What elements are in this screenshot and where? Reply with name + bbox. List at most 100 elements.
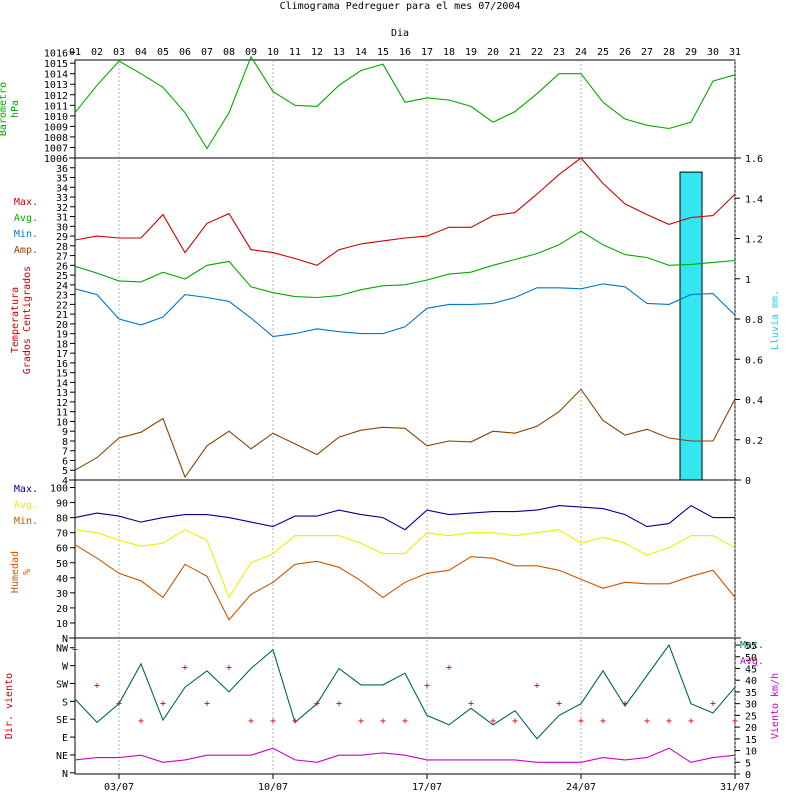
dia-label: Dia xyxy=(391,28,409,39)
wind-direction-marker: + xyxy=(72,645,78,656)
day-tick-label: 18 xyxy=(443,47,455,58)
temp-tick-label: 23 xyxy=(56,291,68,302)
wind-speed-tick-label: 20 xyxy=(745,723,757,734)
temp-tick-label: 17 xyxy=(56,349,68,360)
baro-tick-label: 1006 xyxy=(44,154,68,165)
wind-direction-marker: + xyxy=(116,698,122,709)
rain-tick-label: 0.6 xyxy=(745,355,763,366)
rain-tick-label: 1 xyxy=(745,275,751,286)
day-tick-label: 08 xyxy=(223,47,235,58)
svg-text:Barometro: Barometro xyxy=(0,82,9,136)
temp-tick-label: 15 xyxy=(56,369,68,380)
rain-tick-label: 1.2 xyxy=(745,235,763,246)
temp-tick-label: 26 xyxy=(56,261,68,272)
day-ticks: 01 02 03 04 05 06 07 08 09 10 11 12 13 14 15 16 17 18 19 20… xyxy=(69,47,741,58)
day-tick-label: 16 xyxy=(399,47,411,58)
pressure-line xyxy=(74,55,736,150)
temp-tick-label: 29 xyxy=(56,232,68,243)
humidity-legend-item: Max. xyxy=(14,484,38,495)
baro-tick-label: 1009 xyxy=(44,122,68,133)
temp-max-line xyxy=(74,157,736,266)
temp-tick-label: 27 xyxy=(56,252,68,263)
wind-direction-marker: + xyxy=(688,716,694,727)
date-tick-label: 17/07 xyxy=(412,782,442,793)
svg-text:Humedad: Humedad xyxy=(10,551,21,593)
day-tick-label: 20 xyxy=(487,47,499,58)
wind-dir-tick-label: NE xyxy=(56,751,68,762)
temp-tick-label: 36 xyxy=(56,164,68,175)
rain-tick-label: 1.6 xyxy=(745,154,763,165)
wind-direction-marker: + xyxy=(402,716,408,727)
temp-tick-label: 19 xyxy=(56,330,68,341)
day-tick-label: 13 xyxy=(333,47,345,58)
temp-tick-label: 20 xyxy=(56,320,68,331)
wind-direction-marker: + xyxy=(644,716,650,727)
wind-max-line xyxy=(74,643,736,740)
wind-direction-marker: + xyxy=(600,716,606,727)
temp-amp-line xyxy=(74,388,736,479)
rain-tick-label: 1.4 xyxy=(745,194,763,205)
wind-speed-tick-label: 40 xyxy=(745,676,757,687)
temp-avg-line xyxy=(74,230,736,299)
wind-direction-marker: + xyxy=(446,663,452,674)
wind-direction-marker: + xyxy=(578,716,584,727)
plot-frame xyxy=(74,59,736,775)
day-tick-label: 31 xyxy=(729,47,741,58)
day-tick-label: 06 xyxy=(179,47,191,58)
wind-direction-marker: + xyxy=(204,698,210,709)
day-tick-label: 28 xyxy=(663,47,675,58)
rain-tick-label: 0.2 xyxy=(745,436,763,447)
temp-tick-label: 24 xyxy=(56,281,68,292)
baro-tick-label: 1011 xyxy=(44,101,68,112)
wind-dir-axis-label: Dir. viento xyxy=(4,673,15,739)
svg-text:Viento km/h: Viento km/h xyxy=(770,673,781,739)
humidity-tick-label: 90 xyxy=(56,499,68,510)
humidity-tick-label: 70 xyxy=(56,529,68,540)
temp-tick-label: 9 xyxy=(62,427,68,438)
wind-direction-marker: + xyxy=(358,716,364,727)
rain-bar xyxy=(679,171,703,481)
wind-speed-tick-label: 10 xyxy=(745,747,757,758)
wind-dir-tick-label: S xyxy=(62,697,68,708)
wind-direction-marker: + xyxy=(666,716,672,727)
temp-tick-label: 21 xyxy=(56,310,68,321)
temp-tick-label: 32 xyxy=(56,203,68,214)
wind-direction-marker: + xyxy=(314,698,320,709)
rain-tick-label: 0 xyxy=(745,476,751,487)
baro-tick-label: 1015 xyxy=(44,59,68,70)
baro-tick-label: 1013 xyxy=(44,80,68,91)
chart-title: Climograma Pedreguer para el mes 07/2004 xyxy=(280,1,521,12)
wind-direction-marker: + xyxy=(424,680,430,691)
baro-axis-label: Barometro hPa xyxy=(0,82,21,136)
day-tick-label: 26 xyxy=(619,47,631,58)
wind-direction-marker: + xyxy=(138,716,144,727)
wind-dir-tick-label: SW xyxy=(56,679,69,690)
temp-tick-label: 4 xyxy=(62,476,68,487)
day-tick-label: 10 xyxy=(267,47,279,58)
svg-text:Temperatura: Temperatura xyxy=(10,287,21,353)
wind-direction-marker: + xyxy=(160,698,166,709)
date-ticks: 03/07 10/07 17/07 24/07 31/07 xyxy=(104,774,750,793)
baro-tick-label: 1008 xyxy=(44,133,68,144)
wind-speed-tick-label: 25 xyxy=(745,711,757,722)
date-tick-label: 31/07 xyxy=(720,782,750,793)
humidity-tick-label: 40 xyxy=(56,574,68,585)
wind-direction-marker: + xyxy=(248,716,254,727)
temp-tick-label: 10 xyxy=(56,417,68,428)
temp-tick-label: 35 xyxy=(56,174,68,185)
humidity-legend-item: Avg. xyxy=(14,500,38,511)
day-tick-label: 07 xyxy=(201,47,213,58)
temp-legend-item: Min. xyxy=(14,229,38,240)
temp-tick-label: 25 xyxy=(56,271,68,282)
humidity-min-line xyxy=(74,544,736,621)
humidity-tick-label: 20 xyxy=(56,604,68,615)
wind-direction-marker: + xyxy=(490,716,496,727)
temp-tick-label: 16 xyxy=(56,359,68,370)
day-tick-label: 22 xyxy=(531,47,543,58)
baro-tick-label: 1007 xyxy=(44,143,68,154)
date-tick-label: 24/07 xyxy=(566,782,596,793)
humidity-tick-label: 10 xyxy=(56,619,68,630)
wind-dir-tick-label: W xyxy=(62,662,69,673)
day-tick-label: 23 xyxy=(553,47,565,58)
wind-direction-marker: + xyxy=(710,698,716,709)
